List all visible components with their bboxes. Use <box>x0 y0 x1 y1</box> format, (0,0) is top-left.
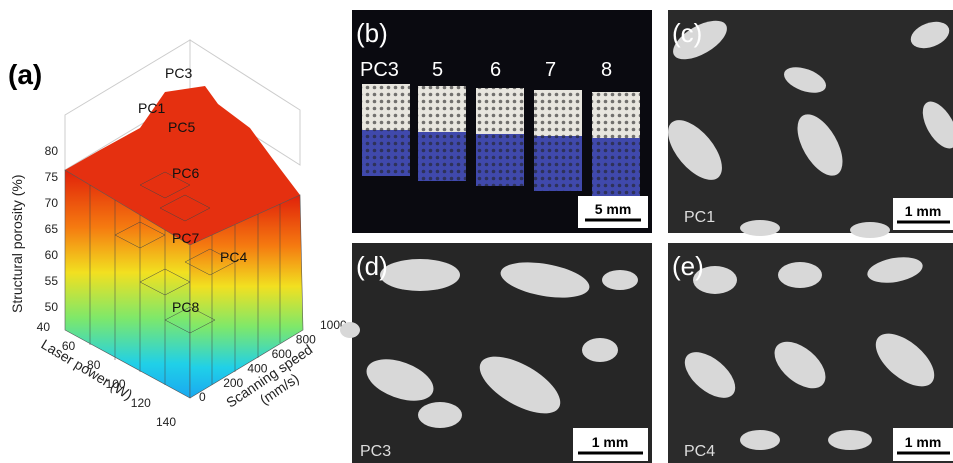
sample-pores <box>592 92 640 196</box>
sample-pores <box>476 88 524 186</box>
particle <box>828 430 872 450</box>
tick-label: 120 <box>131 396 151 410</box>
sample-label: PC1 <box>684 209 715 226</box>
bar-label: PC7 <box>172 230 199 246</box>
sample-label: PC3 <box>360 59 399 81</box>
bar-label: PC1 <box>138 100 165 116</box>
panel-a: (a) PC3 PC1 PC5 PC6 PC7 PC4 PC8 Structur… <box>8 40 347 429</box>
tick-label: 80 <box>45 144 59 158</box>
tick-label: 0 <box>199 390 206 404</box>
sample-label: 7 <box>545 59 556 81</box>
panel-label: (d) <box>356 251 388 281</box>
particle <box>740 430 780 450</box>
tick-label: 100 <box>106 377 126 391</box>
particle <box>340 322 360 338</box>
particle <box>740 220 780 236</box>
bar-label: PC8 <box>172 299 199 315</box>
tick-label: 140 <box>156 415 176 429</box>
scale-label: 5 mm <box>595 201 632 217</box>
particle <box>582 338 618 362</box>
scale-label: 1 mm <box>905 434 942 450</box>
panel-label: (e) <box>672 251 704 281</box>
particle <box>850 222 890 238</box>
panel-b: (b) PC3 5 6 7 8 5 mm <box>352 10 652 233</box>
tick-label: 200 <box>223 376 243 390</box>
sample-label: 5 <box>432 59 443 81</box>
panel-label: (a) <box>8 59 42 90</box>
sample-pores <box>534 90 582 191</box>
tick-label: 70 <box>45 196 59 210</box>
tick-label: 60 <box>45 248 59 262</box>
sample-pores <box>362 84 410 176</box>
tick-label: 65 <box>45 222 59 236</box>
tick-label: 80 <box>87 358 101 372</box>
tick-label: 50 <box>45 300 59 314</box>
panel-label: (b) <box>356 18 388 48</box>
particle <box>380 259 460 291</box>
particle <box>418 402 462 428</box>
scale-label: 1 mm <box>905 203 942 219</box>
tick-label: 75 <box>45 170 59 184</box>
figure: (a) PC3 PC1 PC5 PC6 PC7 PC4 PC8 Structur… <box>0 0 953 463</box>
sample-label: PC4 <box>684 443 715 460</box>
sample-label: PC3 <box>360 443 391 460</box>
tick-label: 40 <box>37 320 51 334</box>
tick-label: 60 <box>62 339 76 353</box>
tick-label: 800 <box>296 333 316 347</box>
particle <box>778 262 822 288</box>
sample-label: 6 <box>490 59 501 81</box>
bar-label: PC3 <box>165 65 192 81</box>
sample-pores <box>418 86 466 181</box>
scale-label: 1 mm <box>592 434 629 450</box>
panel-label: (c) <box>672 18 702 48</box>
bar-label: PC6 <box>172 165 199 181</box>
sample-label: 8 <box>601 59 612 81</box>
bar-label: PC5 <box>168 119 195 135</box>
tick-label: 55 <box>45 274 59 288</box>
particle <box>602 270 638 290</box>
tick-label: 600 <box>272 347 292 361</box>
bar-label: PC4 <box>220 249 247 265</box>
z-axis-title: Structural porosity (%) <box>9 175 25 313</box>
tick-label: 400 <box>247 361 267 375</box>
